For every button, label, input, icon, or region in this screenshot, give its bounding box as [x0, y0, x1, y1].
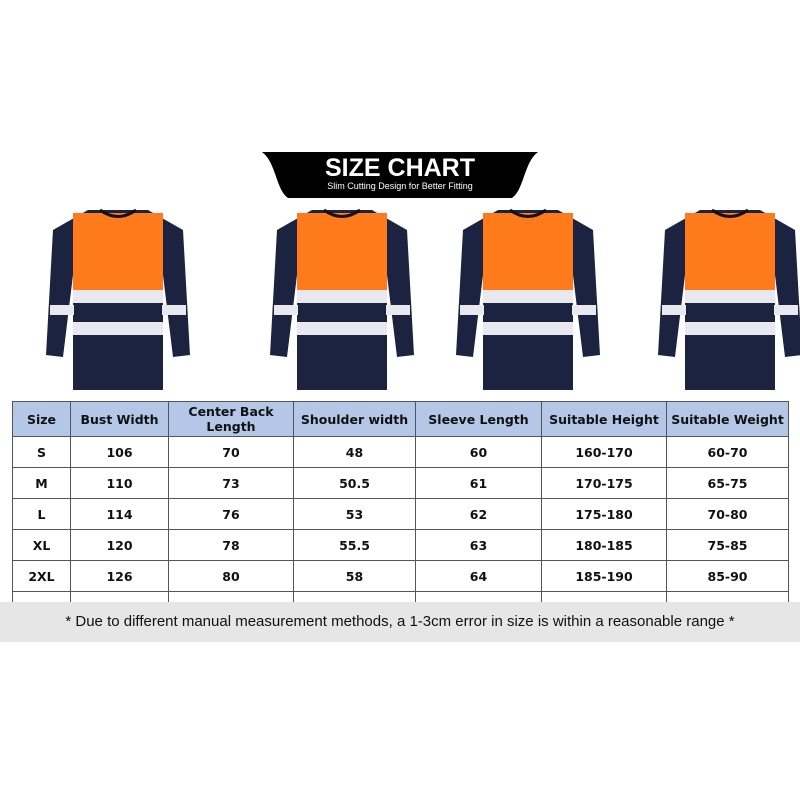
table-cell: 78: [168, 529, 294, 561]
table-cell: L: [12, 498, 71, 530]
table-cell: 126: [70, 560, 169, 592]
table-cell: 160-170: [541, 436, 667, 468]
table-cell: 80: [168, 560, 294, 592]
table-cell: 70-80: [666, 498, 789, 530]
size-chart-banner: SIZE CHART Slim Cutting Design for Bette…: [262, 152, 538, 198]
shirt-back-image: [448, 205, 608, 395]
table-cell: 60-70: [666, 436, 789, 468]
table-row: 2XL 126 80 58 64 185-190 85-90: [12, 560, 789, 592]
table-row: S 106 70 48 60 160-170 60-70: [12, 436, 789, 468]
size-table: Size Bust Width Center Back Length Shoul…: [12, 401, 789, 623]
header-size: Size: [12, 401, 71, 437]
table-cell: 61: [415, 467, 542, 499]
banner-shape: [262, 152, 538, 198]
table-row: M 110 73 50.5 61 170-175 65-75: [12, 467, 789, 499]
table-cell: S: [12, 436, 71, 468]
measurement-note: * Due to different manual measurement me…: [0, 602, 800, 642]
table-cell: XL: [12, 529, 71, 561]
table-cell: 64: [415, 560, 542, 592]
table-row: L 114 76 53 62 175-180 70-80: [12, 498, 789, 530]
table-cell: 50.5: [293, 467, 416, 499]
table-cell: 53: [293, 498, 416, 530]
table-cell: 62: [415, 498, 542, 530]
table-header-row: Size Bust Width Center Back Length Shoul…: [12, 401, 789, 437]
header-sleeve-length: Sleeve Length: [415, 401, 542, 437]
header-suitable-weight: Suitable Weight: [666, 401, 789, 437]
table-cell: 65-75: [666, 467, 789, 499]
header-center-back-length: Center Back Length: [168, 401, 294, 437]
table-cell: 58: [293, 560, 416, 592]
table-cell: 70: [168, 436, 294, 468]
table-cell: 48: [293, 436, 416, 468]
table-cell: 76: [168, 498, 294, 530]
table-cell: M: [12, 467, 71, 499]
banner-subtitle: Slim Cutting Design for Better Fitting: [327, 181, 473, 191]
table-cell: 73: [168, 467, 294, 499]
table-cell: 185-190: [541, 560, 667, 592]
table-cell: 63: [415, 529, 542, 561]
table-cell: 170-175: [541, 467, 667, 499]
table-cell: 120: [70, 529, 169, 561]
table-cell: 180-185: [541, 529, 667, 561]
banner-title: SIZE CHART: [325, 154, 475, 182]
header-suitable-height: Suitable Height: [541, 401, 667, 437]
table-cell: 55.5: [293, 529, 416, 561]
table-cell: 110: [70, 467, 169, 499]
table-cell: 85-90: [666, 560, 789, 592]
table-cell: 2XL: [12, 560, 71, 592]
header-shoulder-width: Shoulder width: [293, 401, 416, 437]
shirt-side-left-image: [262, 205, 422, 395]
table-row: XL 120 78 55.5 63 180-185 75-85: [12, 529, 789, 561]
table-cell: 60: [415, 436, 542, 468]
shirt-side-right-image: [650, 205, 800, 395]
table-cell: 75-85: [666, 529, 789, 561]
table-cell: 114: [70, 498, 169, 530]
shirt-front-image: [38, 205, 198, 395]
table-cell: 175-180: [541, 498, 667, 530]
table-cell: 106: [70, 436, 169, 468]
header-bust-width: Bust Width: [70, 401, 169, 437]
